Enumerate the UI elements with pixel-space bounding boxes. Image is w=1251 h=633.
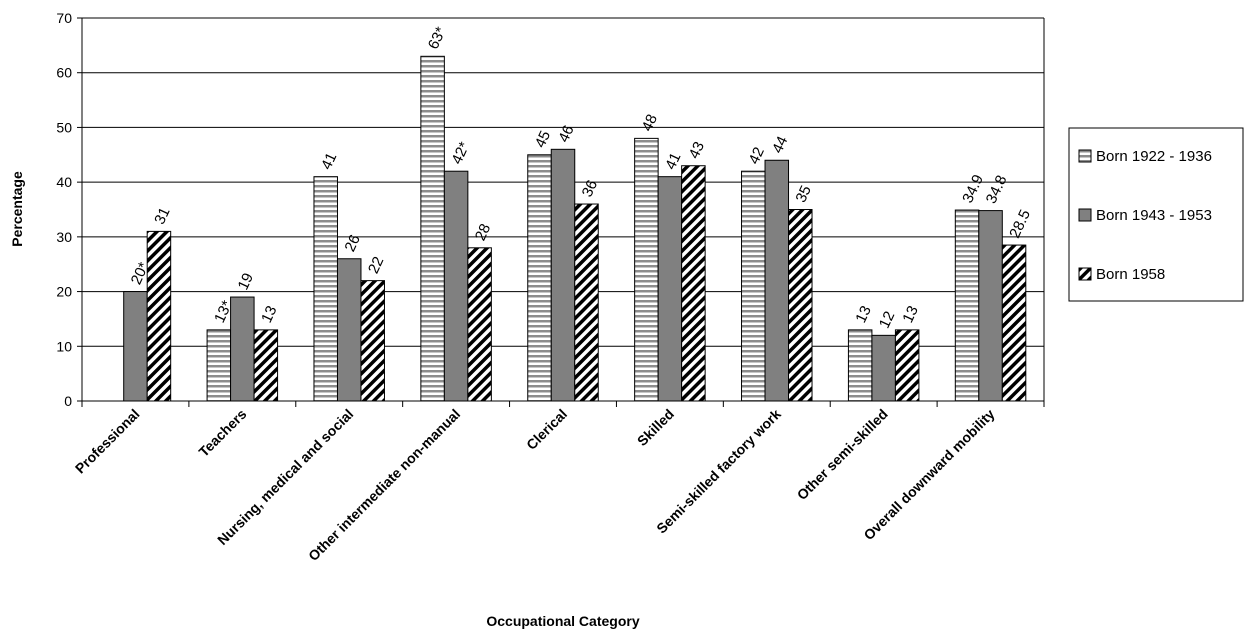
y-tick-label-30: 30 <box>56 229 72 245</box>
bar-other-semi-skilled-series-3 <box>894 329 920 402</box>
data-label-other-intermediate-non-manual-series-3: 28 <box>472 221 494 243</box>
data-label-skilled-series-3: 43 <box>686 139 708 161</box>
data-label-skilled-series-2: 41 <box>662 150 684 172</box>
bar-overall-downward-mobility-series-1 <box>954 209 980 402</box>
category-label-professional: Professional <box>72 406 143 477</box>
bar-clerical-series-1 <box>527 154 552 402</box>
bar-semi-skilled-factory-work-series-2 <box>764 159 790 402</box>
data-label-nursing-medical-and-social-series-3: 22 <box>365 254 387 276</box>
y-axis-title: Percentage <box>9 171 25 247</box>
category-label-semi-skilled-factory-work: Semi-skilled factory work <box>653 406 784 537</box>
legend-box <box>1068 127 1244 302</box>
data-label-other-semi-skilled-series-3: 13 <box>899 303 921 325</box>
bar-skilled-series-2 <box>657 176 683 402</box>
legend-swatch-series-3 <box>1078 267 1092 281</box>
bar-clerical-series-2 <box>550 148 576 402</box>
y-tick-label-60: 60 <box>56 65 72 81</box>
bar-other-semi-skilled-series-1 <box>847 329 873 402</box>
legend-swatch-series-1 <box>1078 149 1092 163</box>
data-label-teachers-series-3: 13 <box>258 303 280 325</box>
data-label-other-intermediate-non-manual-series-2: 42* <box>448 139 473 167</box>
bar-semi-skilled-factory-work-series-3 <box>788 209 813 402</box>
data-label-overall-downward-mobility-series-2: 34.8 <box>983 173 1011 207</box>
data-label-semi-skilled-factory-work-series-2: 44 <box>769 134 791 156</box>
legend: Born 1922 - 1936 Born 1943 - 1953 Born 195… <box>1068 127 1244 302</box>
legend-label-series-3: Born 1958 <box>1096 266 1165 283</box>
data-label-clerical-series-2: 46 <box>555 123 577 145</box>
data-label-clerical-series-1: 45 <box>532 128 554 150</box>
y-tick-label-20: 20 <box>56 284 72 300</box>
y-tick-label-10: 10 <box>56 338 72 354</box>
bar-teachers-series-2 <box>230 296 255 402</box>
category-label-clerical: Clerical <box>523 406 570 453</box>
data-label-other-semi-skilled-series-1: 13 <box>852 303 874 325</box>
data-label-overall-downward-mobility-series-1: 34.9 <box>959 172 987 206</box>
data-label-semi-skilled-factory-work-series-3: 35 <box>792 183 814 205</box>
data-label-teachers-series-2: 19 <box>235 270 257 292</box>
data-label-semi-skilled-factory-work-series-1: 42 <box>745 145 767 167</box>
x-axis-title: Occupational Category <box>486 613 639 629</box>
data-label-clerical-series-3: 36 <box>579 177 601 199</box>
data-label-nursing-medical-and-social-series-2: 26 <box>341 232 363 254</box>
bar-professional-series-3 <box>146 230 172 402</box>
data-label-skilled-series-1: 48 <box>639 112 661 134</box>
bar-teachers-series-3 <box>253 329 279 402</box>
data-label-professional-series-3: 31 <box>151 205 173 227</box>
category-label-skilled: Skilled <box>634 406 677 449</box>
axes <box>77 17 1045 407</box>
bar-nursing-medical-and-social-series-2 <box>336 258 362 402</box>
bar-teachers-series-1 <box>206 329 232 402</box>
bar-overall-downward-mobility-series-3 <box>1001 244 1027 402</box>
bar-semi-skilled-factory-work-series-1 <box>741 170 766 402</box>
bar-other-semi-skilled-series-2 <box>871 334 896 402</box>
bar-overall-downward-mobility-series-2 <box>978 210 1003 402</box>
data-label-other-semi-skilled-series-2: 12 <box>876 309 898 331</box>
legend-swatch-series-2 <box>1078 208 1092 222</box>
y-tick-label-40: 40 <box>56 174 72 190</box>
legend-label-series-1: Born 1922 - 1936 <box>1096 148 1212 165</box>
bar-professional-series-2 <box>123 291 148 402</box>
category-label-teachers: Teachers <box>195 406 249 460</box>
bar-other-intermediate-non-manual-series-2 <box>443 170 469 402</box>
data-label-other-intermediate-non-manual-series-1: 63* <box>425 24 450 52</box>
bar-other-intermediate-non-manual-series-3 <box>467 247 492 402</box>
bar-nursing-medical-and-social-series-3 <box>360 280 385 402</box>
bar-other-intermediate-non-manual-series-1 <box>420 55 445 402</box>
y-tick-label-50: 50 <box>56 119 72 135</box>
bar-skilled-series-1 <box>634 137 659 402</box>
bar-nursing-medical-and-social-series-1 <box>313 176 338 402</box>
y-tick-labels: 0 10 20 30 40 50 60 70 <box>56 10 72 409</box>
bars <box>123 55 1027 402</box>
data-label-nursing-medical-and-social-series-1: 41 <box>318 150 340 172</box>
bar-skilled-series-3 <box>681 165 706 402</box>
data-label-overall-downward-mobility-series-3: 28.5 <box>1006 207 1034 241</box>
y-tick-label-0: 0 <box>64 393 72 409</box>
y-tick-label-70: 70 <box>56 10 72 26</box>
category-label-other-semi-skilled: Other semi-skilled <box>794 406 891 503</box>
bar-clerical-series-3 <box>574 203 599 402</box>
legend-label-series-2: Born 1943 - 1953 <box>1096 207 1212 224</box>
